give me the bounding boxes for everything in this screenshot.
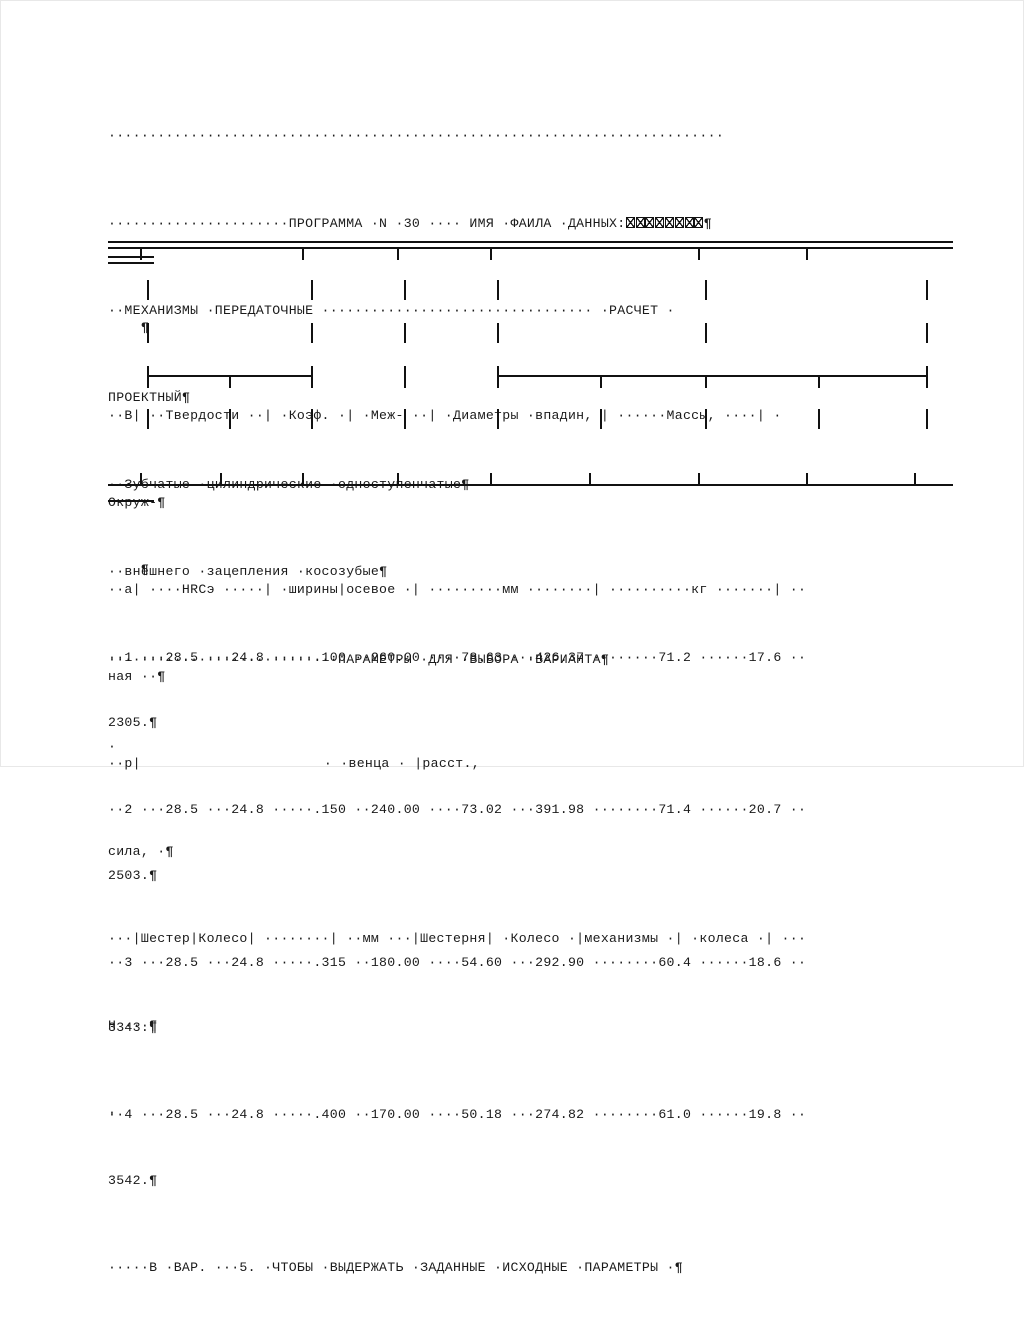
pilcrow-mark: ¶: [157, 669, 166, 685]
pilcrow-mark: ¶: [703, 215, 712, 231]
table-header-row-2-text: ··а| ····HRCэ ·····| ·ширины|осевое ·| ·…: [108, 581, 807, 597]
table-row-wrap: 3343.¶: [108, 1017, 968, 1039]
table-row-force: 3343.: [108, 1020, 150, 1036]
blank-line: ·: [108, 738, 117, 754]
spacer: ····: [108, 562, 141, 577]
filename-placeholder-glyph: [684, 216, 694, 228]
filename-placeholder-glyph: [694, 216, 704, 228]
table-row-wrap: 2503.¶: [108, 865, 968, 887]
program-title-line: ······················ПРОГРАММА ·N ·30 ·…: [108, 213, 968, 235]
table-row: ··1 ···28.5 ···24.8 ·····.100 ··260.00 ·…: [108, 647, 968, 669]
mechanisms-text: ··МЕХАНИЗМЫ ·ПЕРЕДАТОЧНЫЕ ··············…: [108, 302, 610, 318]
pilcrow-mark: ¶: [379, 564, 387, 580]
table-row-main: ··4 ···28.5 ···24.8 ·····.400 ··170.00 ·…: [108, 1107, 807, 1123]
table-top-rule-tail-line: ····¶: [108, 317, 968, 339]
table-header-row-1-text: ··В| ··Твердости ··| ·Коэф. ·| ·Меж- ··|…: [108, 407, 782, 423]
table-header-row-2-wrap-text: ная ··: [108, 669, 158, 685]
pilcrow-mark: ¶: [157, 494, 166, 510]
table-row-main: ··3 ···28.5 ···24.8 ·····.315 ··180.00 ·…: [108, 954, 807, 970]
section-title-text: ····························ПАРАМЕТРЫ ·Д…: [108, 651, 601, 667]
table-header-row-2-wrap: ная ··¶: [108, 666, 968, 688]
filename-placeholder-glyph: [655, 216, 665, 228]
table-row: ··3 ···28.5 ···24.8 ·····.315 ··180.00 ·…: [108, 952, 968, 974]
table-header-row-1-wrap: Окруж-¶: [108, 492, 968, 514]
data-rule-tail-line: ····¶: [108, 559, 968, 581]
filename-placeholder-glyph: [674, 216, 684, 228]
subtitle-2-text: ··внешнего ·зацепления ·косозубые: [108, 564, 380, 580]
pilcrow-mark: ¶: [600, 651, 609, 667]
table-row: ··4 ···28.5 ···24.8 ·····.400 ··170.00 ·…: [108, 1104, 968, 1126]
pilcrow-mark: ¶: [674, 1259, 683, 1275]
spacer: ····: [108, 320, 141, 335]
table-row-wrap: 3542.¶: [108, 1170, 968, 1192]
pilcrow-mark: ¶: [140, 320, 149, 336]
project-calc-line: ПРОЕКТНЫЙ¶: [108, 387, 968, 409]
table-header-row-1: ··В| ··Твердости ··| ·Коэф. ·| ·Меж- ··|…: [108, 405, 968, 427]
report-text-body: ········································…: [108, 60, 968, 801]
filename-placeholder-glyph: [625, 216, 635, 228]
document-page: ········································…: [0, 0, 1024, 1275]
filename-placeholder-glyph: [664, 216, 674, 228]
pilcrow-mark: ¶: [149, 714, 157, 730]
table-data-block: ····¶ ··1 ···28.5 ···24.8 ·····.100 ··26…: [108, 494, 968, 1322]
calc-type-right-text: РАСЧЕТ ·: [609, 302, 675, 318]
section-title-line: ····························ПАРАМЕТРЫ ·Д…: [108, 649, 968, 671]
table-header-row-2: ··а| ····HRCэ ·····| ·ширины|осевое ·| ·…: [108, 579, 968, 601]
table-row-force: 2503.: [108, 867, 150, 883]
footer-note-line: ·····В ·ВАР. ···5. ·ЧТОБЫ ·ВЫДЕРЖАТЬ ·ЗА…: [108, 1257, 968, 1279]
pilcrow-mark: ¶: [149, 1172, 157, 1188]
project-calc-text: ПРОЕКТНЫЙ: [108, 389, 182, 405]
table-row-wrap: 2305.¶: [108, 712, 968, 734]
mechanisms-line: ··МЕХАНИЗМЫ ·ПЕРЕДАТОЧНЫЕ ··············…: [108, 300, 968, 322]
table-row-main: ··1 ···28.5 ···24.8 ·····.100 ··260.00 ·…: [108, 649, 807, 665]
dot-leader-line: ········································…: [108, 128, 725, 144]
footer-note-text: ·····В ·ВАР. ···5. ·ЧТОБЫ ·ВЫДЕРЖАТЬ ·ЗА…: [108, 1259, 675, 1275]
table-row-main: ··2 ···28.5 ···24.8 ·····.150 ··240.00 ·…: [108, 802, 807, 818]
table-row-force: 2305.: [108, 714, 150, 730]
filename-placeholder-glyph: [645, 216, 655, 228]
pilcrow-mark: ¶: [181, 389, 190, 405]
table-header-row-1-wrap-text: Окруж-: [108, 494, 158, 510]
program-title-text: ······················ПРОГРАММА ·N ·30 ·…: [108, 215, 626, 231]
table-row: ··2 ···28.5 ···24.8 ·····.150 ··240.00 ·…: [108, 799, 968, 821]
pilcrow-mark: ¶: [140, 562, 149, 578]
subtitle-line-2: ··внешнего ·зацепления ·косозубые¶: [108, 561, 968, 583]
pilcrow-mark: ¶: [149, 1020, 157, 1036]
filename-placeholder-glyph: [635, 216, 645, 228]
table-row-force: 3542.: [108, 1172, 150, 1188]
pilcrow-mark: ¶: [149, 867, 157, 883]
